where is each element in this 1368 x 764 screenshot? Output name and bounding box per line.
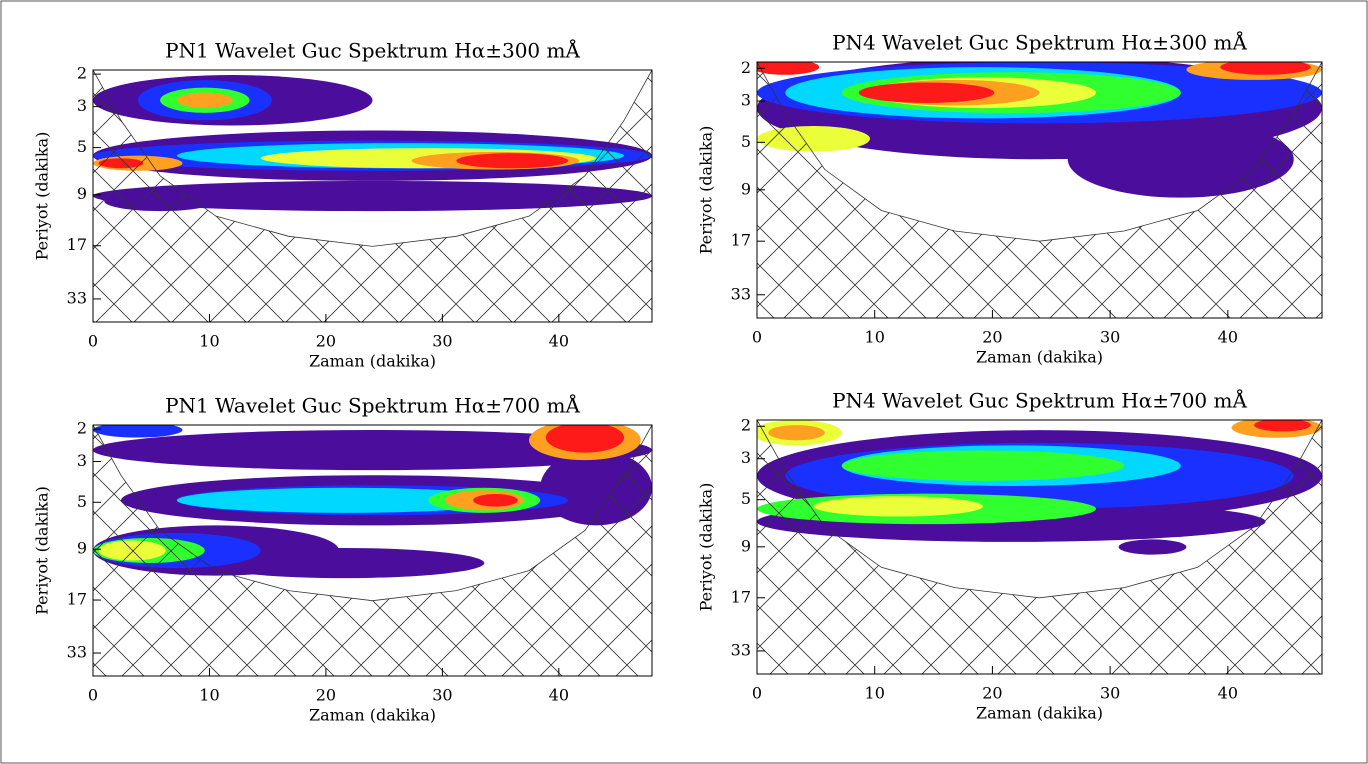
cone-of-influence-hatch <box>93 425 652 676</box>
x-tick-label: 20 <box>982 328 1002 347</box>
contour-region <box>93 430 652 471</box>
y-tick-label: 2 <box>77 64 87 83</box>
contour-region <box>1118 539 1187 555</box>
contour-region <box>813 496 983 517</box>
y-tick-label: 9 <box>77 539 87 558</box>
x-tick-label: 40 <box>1218 328 1238 347</box>
contour-region <box>1067 120 1294 198</box>
x-tick-label: 20 <box>316 686 336 705</box>
contour-region <box>93 425 183 438</box>
y-tick-label: 5 <box>741 132 751 151</box>
plot-area <box>757 420 1322 674</box>
x-axis-label: Zaman (dakika) <box>309 706 436 725</box>
y-axis-label: Periyot (dakika) <box>33 486 52 615</box>
plot-area <box>757 62 1322 318</box>
x-tick-label: 20 <box>982 684 1002 703</box>
plot-area <box>93 425 652 676</box>
y-axis-label: Periyot (dakika) <box>697 483 716 612</box>
panel: 0 10 20 30 40 2 3 5 9 17 33 PN4 Wavelet Guc Spektru… <box>697 388 1323 723</box>
chart-title: PN4 Wavelet Guc Spektrum Hα±300 mÅ <box>832 30 1247 55</box>
panel: 0 10 20 30 40 2 3 5 9 17 33 PN1 Wavelet Guc Spektru… <box>33 38 653 371</box>
x-tick-label: 0 <box>752 684 762 703</box>
x-axis-label: Zaman (dakika) <box>309 352 436 371</box>
contour-region <box>1220 62 1311 75</box>
chart-title: PN1 Wavelet Guc Spektrum Hα±300 mÅ <box>165 38 580 63</box>
y-tick-label: 33 <box>731 284 751 303</box>
y-tick-label: 3 <box>77 96 87 115</box>
y-tick-label: 17 <box>67 590 87 609</box>
plot-border <box>92 69 653 323</box>
x-tick-label: 20 <box>316 332 336 351</box>
y-tick-label: 3 <box>741 91 751 110</box>
y-axis-label: Periyot (dakika) <box>697 126 716 255</box>
contour-region <box>176 487 513 513</box>
cone-of-influence-hatch <box>93 70 652 322</box>
x-tick-label: 0 <box>88 332 98 351</box>
y-tick-label: 2 <box>741 58 751 77</box>
y-tick-label: 33 <box>67 643 87 662</box>
x-tick-label: 0 <box>88 686 98 705</box>
x-tick-label: 10 <box>865 684 885 703</box>
contour-region <box>757 62 820 75</box>
contour-region <box>361 183 496 209</box>
x-tick-label: 10 <box>199 686 219 705</box>
x-axis-label: Zaman (dakika) <box>976 348 1103 367</box>
y-axis-label: Periyot (dakika) <box>33 132 52 261</box>
cone-of-influence <box>93 425 652 602</box>
contour-region <box>545 425 625 453</box>
x-tick-label: 40 <box>1218 684 1238 703</box>
contour-region <box>768 425 825 441</box>
plot-area <box>93 70 652 322</box>
y-tick-label: 2 <box>741 416 751 435</box>
y-tick-label: 9 <box>77 184 87 203</box>
contour-region <box>858 82 995 103</box>
contour-region <box>204 547 485 579</box>
contour-region <box>176 92 233 108</box>
x-tick-label: 30 <box>432 332 452 351</box>
contour-region <box>456 153 569 169</box>
x-tick-label: 0 <box>752 328 762 347</box>
x-tick-label: 30 <box>432 686 452 705</box>
y-tick-label: 17 <box>731 587 751 606</box>
x-axis-label: Zaman (dakika) <box>976 704 1103 723</box>
x-tick-label: 30 <box>1100 328 1120 347</box>
y-tick-label: 9 <box>741 536 751 555</box>
x-tick-label: 10 <box>199 332 219 351</box>
y-tick-label: 17 <box>67 235 87 254</box>
y-tick-label: 17 <box>731 231 751 250</box>
panel: 0 10 20 30 40 2 3 5 9 17 33 PN1 Wavelet Guc Spektru… <box>33 393 653 725</box>
cone-of-influence-hatch <box>757 420 1322 674</box>
panel: 0 10 20 30 40 2 3 5 9 17 33 PN4 Wavelet Guc Spektru… <box>697 30 1323 367</box>
chart-title: PN4 Wavelet Guc Spektrum Hα±700 mÅ <box>832 388 1247 413</box>
y-tick-label: 3 <box>741 448 751 467</box>
y-tick-label: 2 <box>77 419 87 438</box>
contour-region <box>473 494 518 507</box>
y-tick-label: 5 <box>77 137 87 156</box>
x-tick-label: 30 <box>1100 684 1120 703</box>
plot-border <box>92 424 653 677</box>
cone-of-influence <box>93 70 652 247</box>
y-tick-label: 5 <box>741 489 751 508</box>
contour-region <box>841 450 1125 481</box>
cone-of-influence <box>757 420 1322 599</box>
y-tick-label: 9 <box>741 179 751 198</box>
contour-region <box>1254 420 1311 432</box>
cone-of-influence-hatch <box>757 62 1322 318</box>
chart-title: PN1 Wavelet Guc Spektrum Hα±700 mÅ <box>165 393 580 418</box>
x-tick-label: 40 <box>549 686 569 705</box>
y-tick-label: 3 <box>77 451 87 470</box>
y-tick-label: 33 <box>67 288 87 307</box>
x-tick-label: 40 <box>549 332 569 351</box>
y-tick-label: 5 <box>77 492 87 511</box>
y-tick-label: 33 <box>731 640 751 659</box>
x-tick-label: 10 <box>865 328 885 347</box>
cone-of-influence <box>757 62 1322 242</box>
